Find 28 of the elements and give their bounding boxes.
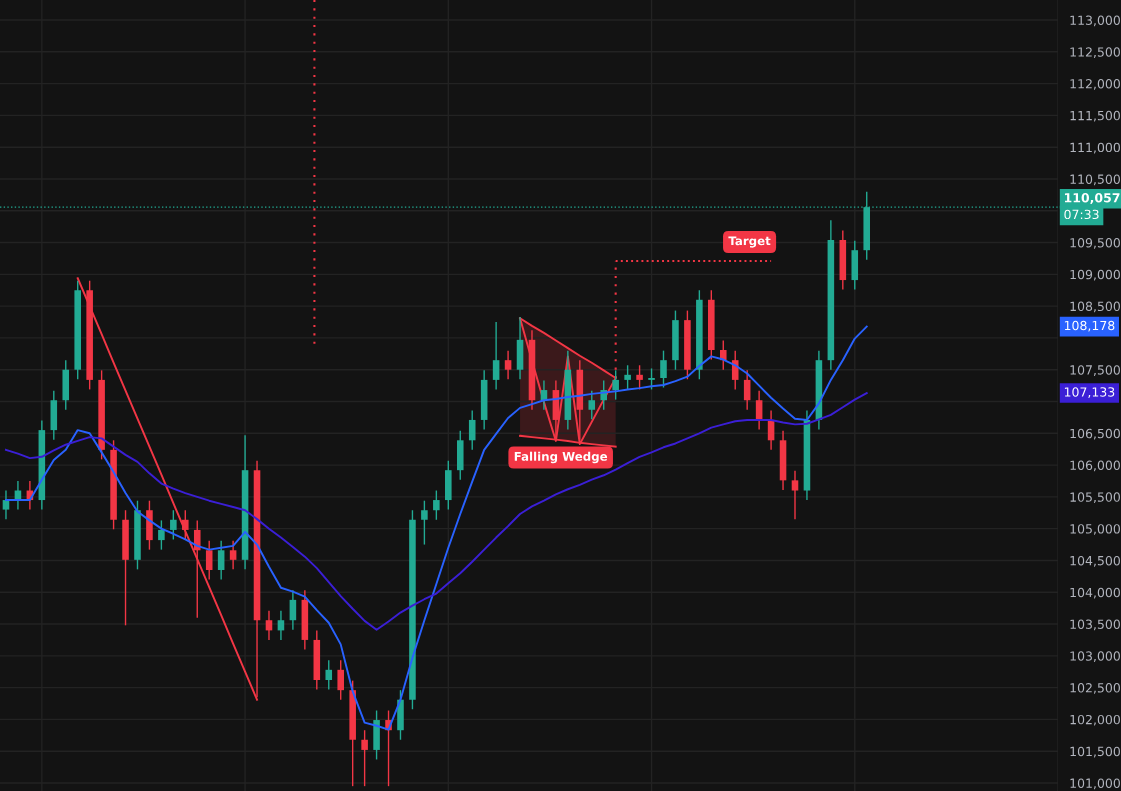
y-tick-label: 106,500	[1070, 428, 1120, 440]
text: 108,178	[1064, 320, 1115, 332]
y-tick-label: 108,500	[1070, 301, 1120, 313]
y-tick-label: 111,500	[1070, 110, 1120, 122]
text: 107,133	[1064, 387, 1115, 398]
y-tick-label: 105,000	[1070, 524, 1120, 535]
y-tick-label: 106,000	[1070, 460, 1120, 472]
y-tick-label: 101,000	[1070, 778, 1120, 790]
y-tick-label: 107,500	[1070, 365, 1120, 376]
y-tick-label: 110,500	[1070, 174, 1120, 186]
y-tick-label: 109,000	[1070, 269, 1120, 281]
annotation: Target	[728, 236, 771, 248]
y-tick-label: 112,000	[1070, 79, 1120, 90]
y-tick-label: 111,000	[1070, 142, 1120, 154]
text: 07:33	[1064, 209, 1099, 220]
y-tick-label: 109,500	[1070, 238, 1120, 249]
ref-line-label: 110,057	[1064, 192, 1120, 205]
y-tick-label: 102,500	[1070, 683, 1120, 694]
y-tick-label: 101,500	[1070, 746, 1120, 758]
annotation: Falling Wedge	[514, 451, 608, 464]
y-tick-label: 104,500	[1070, 555, 1120, 567]
y-tick-label: 102,000	[1070, 714, 1120, 726]
y-tick-label: 103,500	[1070, 619, 1120, 631]
y-tick-label: 104,000	[1070, 587, 1120, 599]
y-tick-label: 113,000	[1070, 15, 1120, 27]
y-tick-label: 103,000	[1070, 651, 1120, 663]
y-tick-label: 105,500	[1070, 492, 1120, 504]
y-tick-label: 112,500	[1070, 47, 1120, 59]
